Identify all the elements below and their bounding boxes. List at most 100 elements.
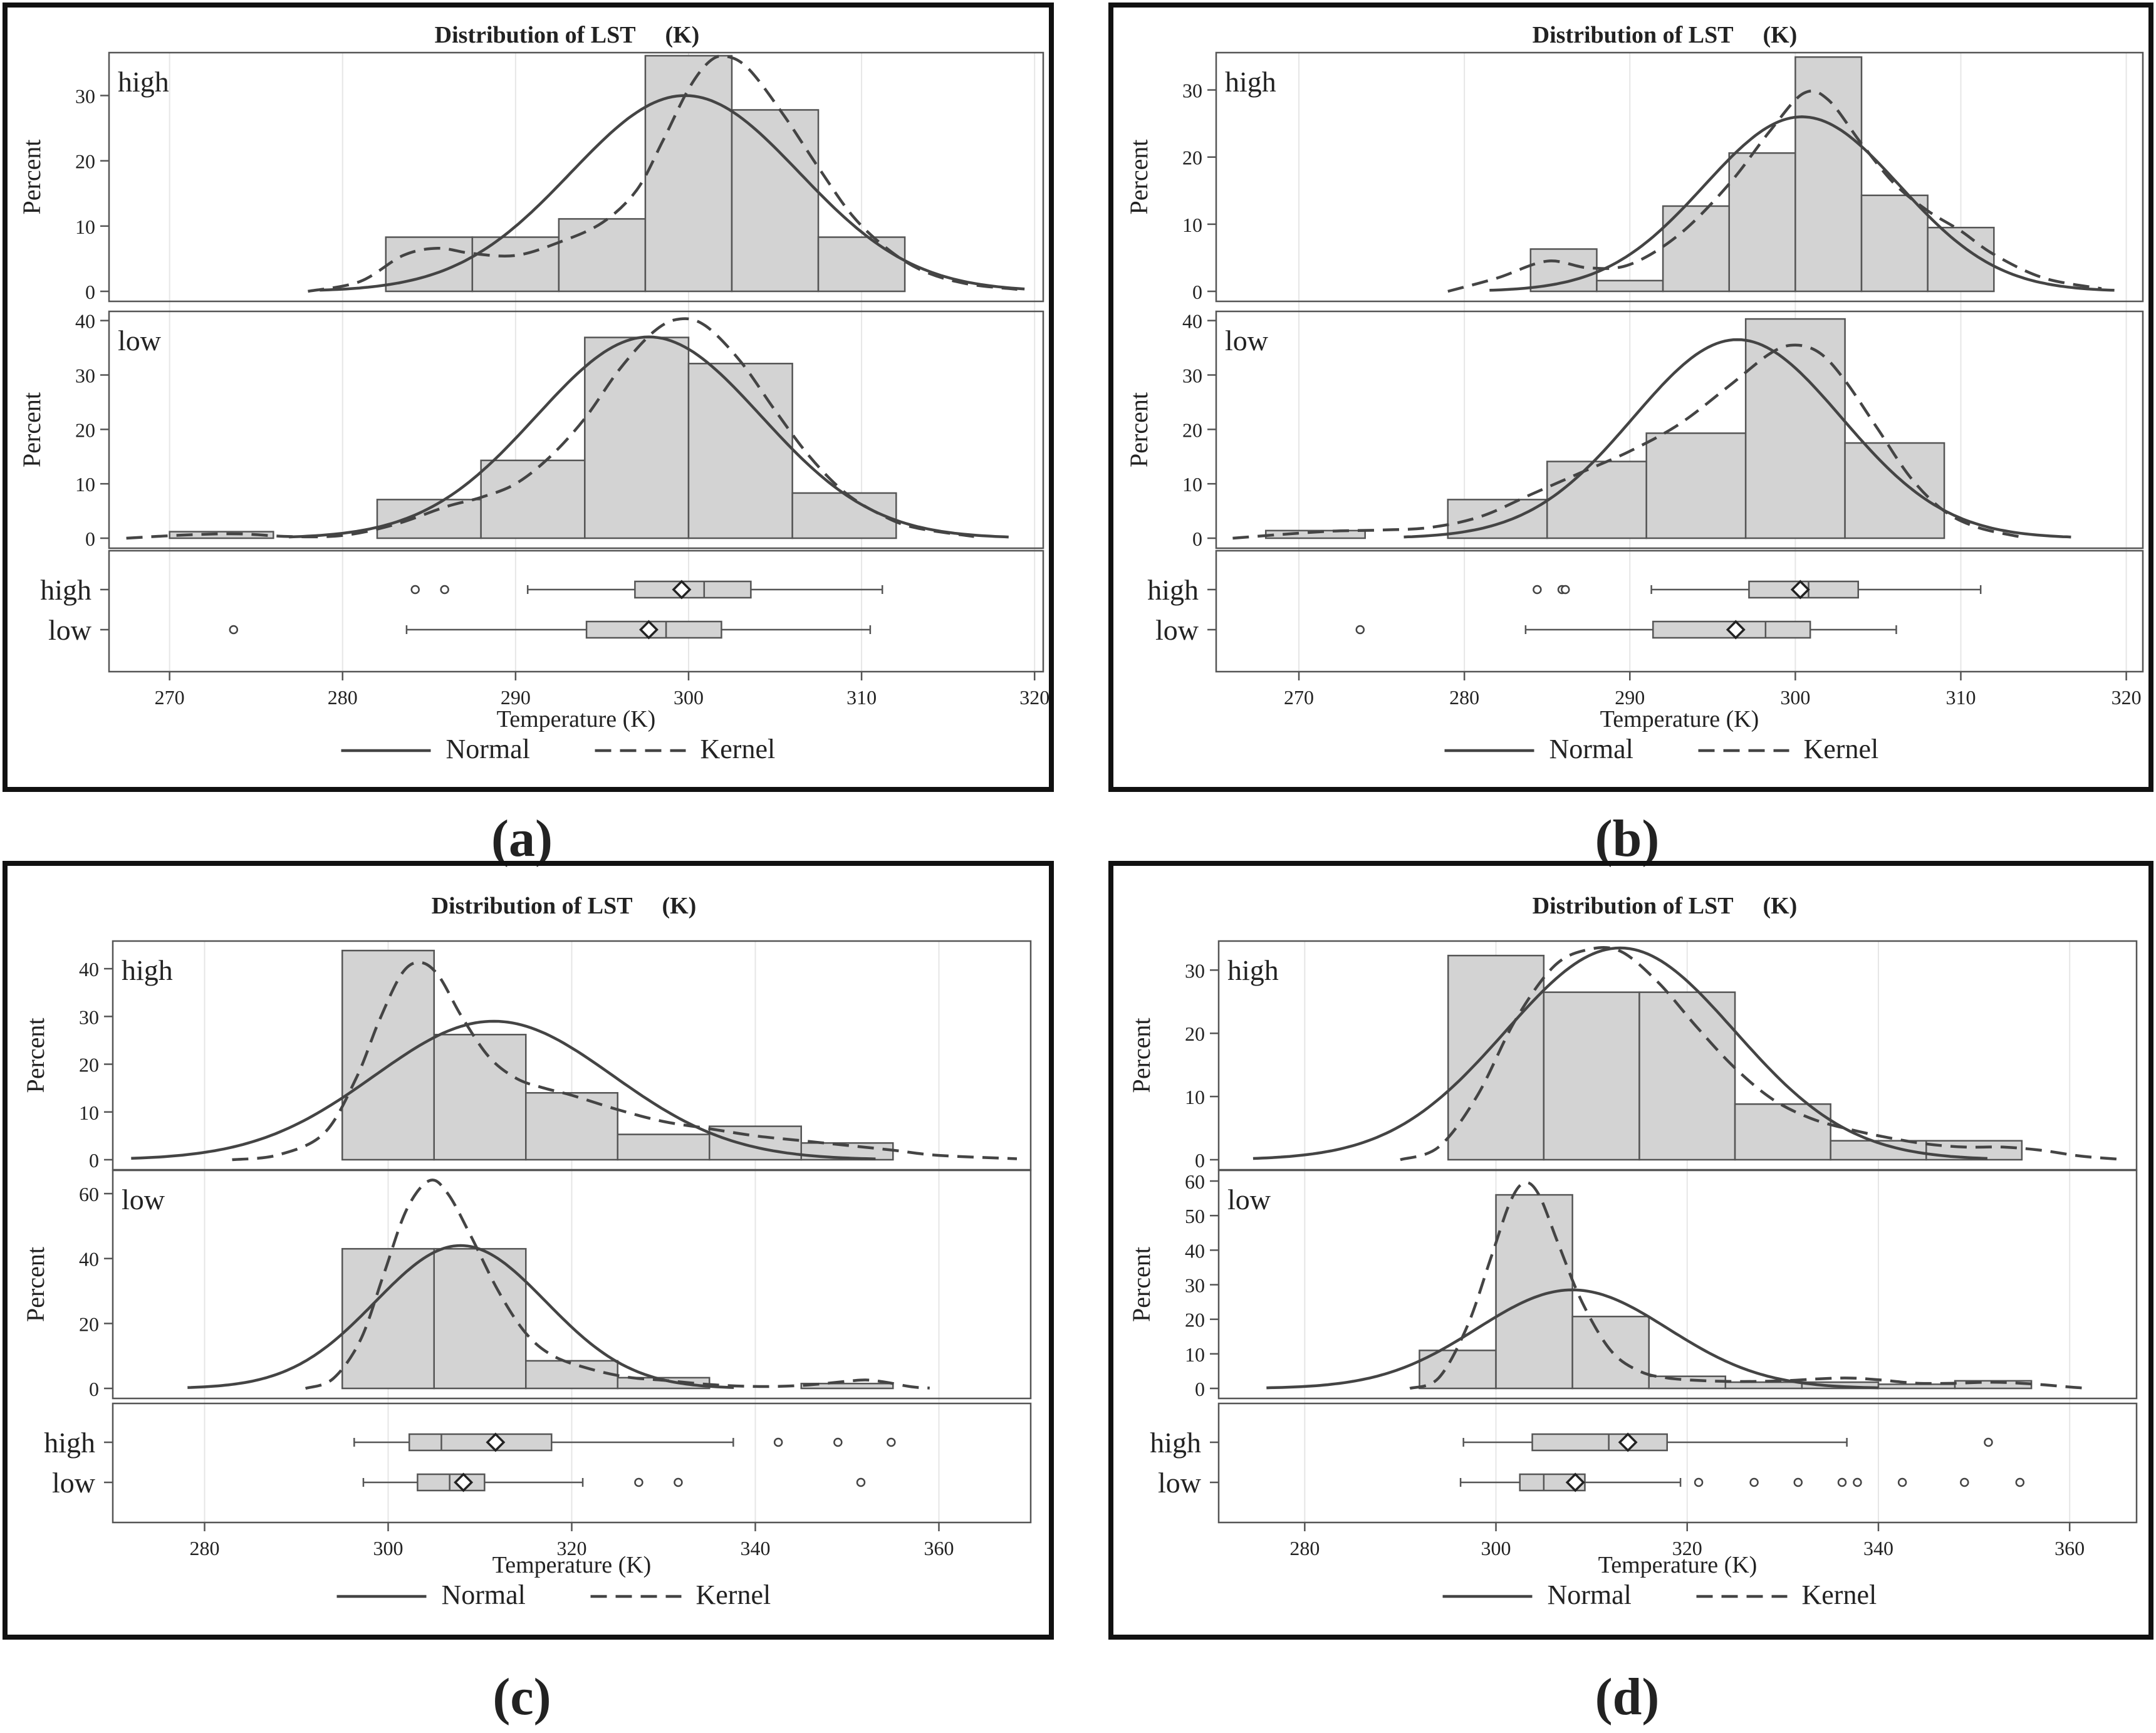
- panel-border: [3, 3, 1054, 792]
- x-tick-label: 340: [741, 1537, 771, 1559]
- chart-title: Distribution of LST (K): [1533, 893, 1798, 919]
- histogram-bar: [341, 949, 435, 1161]
- boxplot-area: high low: [1147, 549, 2144, 673]
- y-tick-label: 60: [79, 1183, 99, 1205]
- outlier-point: [1561, 585, 1570, 595]
- mean-marker: [1790, 580, 1810, 600]
- group-label-high: high: [122, 954, 173, 986]
- histogram-bar: [1734, 1103, 1831, 1161]
- histogram-low: 0 20 40 60 Percent low: [21, 1169, 1032, 1400]
- x-tick-label: 360: [2054, 1537, 2085, 1559]
- figure-label-a: (a): [491, 809, 553, 868]
- panel-a: Distribution of LST (K) 0 10 20 30 Percent hig…: [3, 3, 1054, 792]
- chart-title: Distribution of LST (K): [432, 893, 697, 919]
- panel-b: Distribution of LST (K) 0 10 20 30 Percent hig…: [1108, 3, 2153, 792]
- x-tick-label: 280: [328, 686, 358, 709]
- group-label-high: high: [118, 66, 169, 98]
- outlier-point: [1853, 1477, 1862, 1487]
- histogram-bar: [1662, 205, 1730, 293]
- normal-curve: [187, 1244, 734, 1389]
- kernel-curve: [1409, 1181, 2085, 1390]
- histogram-bar: [471, 236, 560, 293]
- outlier-point: [1984, 1437, 1993, 1447]
- y-tick-label: 0: [85, 281, 95, 303]
- x-axis-label: Temperature (K): [1600, 706, 1759, 732]
- y-tick-label: 30: [1185, 959, 1205, 982]
- y-tick-label: 40: [79, 1248, 99, 1271]
- y-axis-label: Percent: [21, 1018, 49, 1093]
- iqr-box: [417, 1473, 486, 1492]
- y-axis-label: Percent: [18, 392, 46, 467]
- kernel-curve: [1447, 90, 2102, 293]
- histogram-bar: [525, 1092, 618, 1161]
- histogram-bar: [525, 1360, 618, 1390]
- x-tick-label: 320: [2112, 686, 2142, 709]
- figure-label-c: (c): [492, 1668, 551, 1726]
- y-tick-label: 20: [75, 419, 95, 441]
- normal-curve: [1266, 1288, 1879, 1390]
- y-tick-label: 60: [1185, 1170, 1205, 1193]
- chart-title: Distribution of LST (K): [1533, 22, 1798, 48]
- y-tick-label: 40: [1185, 1239, 1205, 1262]
- x-tick-label: 320: [1672, 1537, 1702, 1559]
- x-axis-label: Temperature (K): [492, 1552, 652, 1578]
- outlier-point: [1793, 1477, 1803, 1487]
- histogram-high: 0 10 20 30 Percent high: [1125, 51, 2144, 303]
- plot-area: [1215, 51, 2144, 303]
- histogram-bar: [617, 1377, 711, 1390]
- outlier-point: [1837, 1477, 1847, 1487]
- x-tick-label: 300: [1780, 686, 1810, 709]
- y-tick-label: 20: [75, 150, 95, 173]
- y-tick-label: 0: [1192, 281, 1202, 303]
- histogram-bar: [169, 531, 274, 539]
- legend-normal-label: Normal: [442, 1579, 526, 1610]
- x-tick-label: 270: [1284, 686, 1314, 709]
- group-label-low: low: [118, 325, 162, 356]
- x-tick-label: 320: [1019, 686, 1049, 709]
- plot-area: [1217, 1169, 2138, 1400]
- histogram-bar: [1877, 1383, 1956, 1390]
- histogram-bar: [376, 499, 482, 539]
- normal-curve: [1489, 115, 2115, 292]
- histogram-bar: [1794, 56, 1863, 293]
- y-axis-label: Percent: [1125, 140, 1153, 215]
- histogram-bar: [1529, 248, 1598, 293]
- histogram-bar: [1728, 152, 1796, 293]
- y-tick-label: 30: [79, 1006, 99, 1028]
- kernel-curve: [1232, 343, 2019, 540]
- boxplot-label-high: high: [44, 1427, 95, 1459]
- figure-label-b: (b): [1595, 809, 1660, 868]
- panel-c: Distribution of LST (K) 0 10 20 30 40 Percent h…: [3, 861, 1054, 1640]
- x-tick-label: 290: [1615, 686, 1645, 709]
- group-label-low: low: [1227, 1184, 1271, 1215]
- x-tick-label: 270: [155, 686, 185, 709]
- histogram-bar: [341, 1247, 435, 1390]
- group-label-low: low: [122, 1184, 165, 1215]
- x-tick-label: 320: [557, 1537, 587, 1559]
- outlier-point: [773, 1437, 783, 1447]
- x-tick-label: 300: [1481, 1537, 1511, 1559]
- y-axis-label: Percent: [18, 140, 46, 215]
- y-tick-label: 30: [1185, 1274, 1205, 1297]
- histogram-bar: [644, 55, 733, 293]
- outlier-point: [634, 1477, 643, 1487]
- outlier-point: [833, 1437, 843, 1447]
- outlier-point: [1897, 1477, 1907, 1487]
- histogram-bar: [433, 1034, 527, 1161]
- histogram-bar: [1546, 461, 1647, 539]
- y-tick-label: 0: [1192, 528, 1202, 550]
- y-tick-label: 0: [85, 528, 95, 550]
- histogram-bar: [433, 1247, 527, 1390]
- plot-area: [108, 51, 1044, 303]
- outlier-point: [674, 1477, 683, 1487]
- outlier-point: [229, 625, 239, 635]
- y-tick-label: 50: [1185, 1205, 1205, 1227]
- outlier-point: [1355, 625, 1365, 635]
- group-label-high: high: [1225, 66, 1276, 98]
- legend: Normal Kernel: [336, 1579, 771, 1610]
- y-tick-label: 10: [1185, 1086, 1205, 1108]
- y-tick-label: 10: [1182, 214, 1202, 236]
- boxplot-area: high low: [40, 549, 1044, 673]
- plot-area: [1217, 1402, 2138, 1524]
- legend-normal-label: Normal: [1548, 1579, 1632, 1610]
